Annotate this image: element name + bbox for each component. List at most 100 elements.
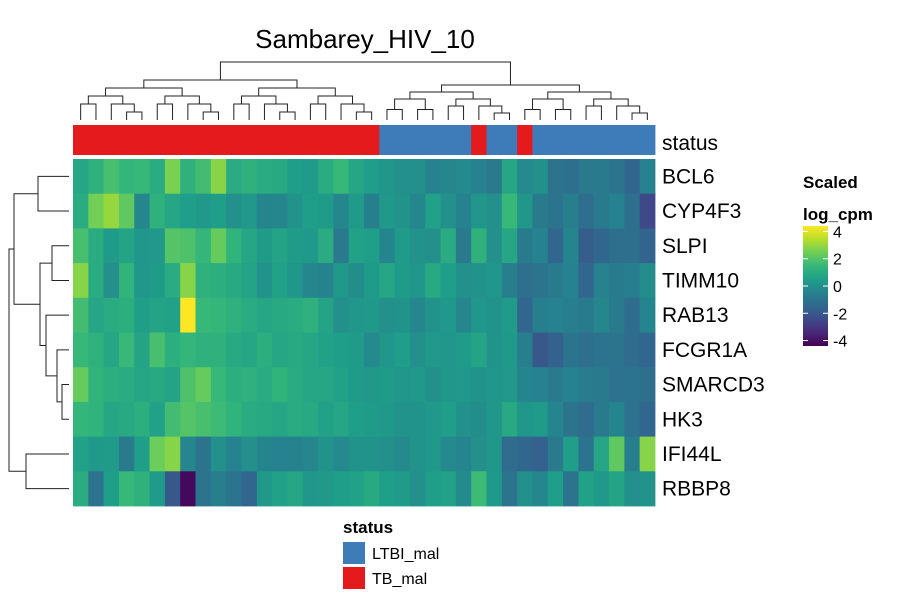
dendrogram-branch	[417, 109, 434, 120]
heatmap-cell	[440, 367, 457, 403]
heatmap-cell	[149, 332, 166, 368]
heatmap-cell	[517, 263, 533, 299]
heatmap-cell	[440, 193, 457, 229]
heatmap-cell	[302, 436, 319, 472]
heatmap-cell	[88, 263, 105, 299]
status-cell	[88, 125, 105, 155]
heatmap-cell	[256, 471, 273, 507]
heatmap-cell	[471, 367, 487, 403]
status-cell	[287, 125, 304, 155]
heatmap-cell	[318, 228, 334, 264]
heatmap-cell	[272, 228, 288, 264]
heatmap-cell	[302, 159, 319, 195]
status-cell	[241, 125, 258, 155]
heatmap-cell	[609, 159, 625, 195]
heatmap-cell	[409, 367, 426, 403]
heatmap-cell	[164, 228, 181, 264]
heatmap-cell	[88, 367, 105, 403]
status-cell	[364, 125, 380, 155]
heatmap-cell	[593, 297, 610, 333]
heatmap-cell	[501, 228, 518, 264]
heatmap-cell	[348, 436, 365, 472]
heatmap-cell	[609, 436, 625, 472]
heatmap-cell	[394, 436, 411, 472]
heatmap-cell	[195, 159, 212, 195]
heatmap-cell	[348, 297, 365, 333]
heatmap-cell	[195, 471, 212, 507]
heatmap-cell	[425, 263, 441, 299]
dendrogram-branch	[219, 61, 511, 85]
heatmap-cell	[379, 228, 396, 264]
dendrogram-branch	[61, 384, 69, 420]
heatmap-cell	[409, 471, 426, 507]
status-legend-label: TB_mal	[372, 571, 427, 588]
heatmap-cell	[440, 401, 457, 437]
heatmap-cell	[624, 159, 641, 195]
heatmap-cell	[471, 263, 487, 299]
heatmap-cell	[103, 401, 120, 437]
heatmap-cell	[318, 471, 334, 507]
status-cell	[593, 125, 610, 155]
heatmap-cell	[164, 471, 181, 507]
heatmap-cell	[547, 367, 564, 403]
status-cell	[134, 125, 150, 155]
status-cell	[210, 125, 227, 155]
heatmap-cell	[379, 297, 396, 333]
heatmap-cell	[593, 263, 610, 299]
heatmap-cell	[425, 401, 441, 437]
color-scale-legend: Scaled log_cpm 4 2 0 -2 -4	[803, 173, 873, 351]
heatmap-cell	[364, 159, 380, 195]
heatmap-cell	[210, 436, 227, 472]
heatmap-cell	[226, 228, 242, 264]
dendrogram-branch	[164, 95, 200, 104]
status-cell	[318, 125, 334, 155]
heatmap-cell	[578, 401, 595, 437]
heatmap-cell	[609, 297, 625, 333]
heatmap-cell	[287, 401, 304, 437]
heatmap-cell	[180, 159, 196, 195]
status-cell	[103, 125, 120, 155]
heatmap-cell	[440, 159, 457, 195]
dendrogram-branch	[37, 175, 69, 212]
heatmap-cell	[425, 228, 441, 264]
heatmap-cell	[532, 471, 549, 507]
heatmap-cell	[88, 436, 105, 472]
heatmap-cell	[226, 367, 242, 403]
heatmap-cell	[272, 401, 288, 437]
dendrogram-branch	[87, 95, 124, 104]
heatmap-cell	[624, 263, 641, 299]
status-cell	[302, 125, 319, 155]
heatmap-cell	[180, 263, 196, 299]
heatmap-cell	[73, 228, 89, 264]
heatmap-cell	[241, 193, 258, 229]
heatmap-cell	[348, 263, 365, 299]
heatmap-cell	[195, 436, 212, 472]
heatmap-cell	[578, 367, 595, 403]
heatmap-cell	[103, 228, 120, 264]
heatmap-cell	[88, 159, 105, 195]
heatmap-cell	[103, 367, 120, 403]
heatmap-cell	[287, 228, 304, 264]
chart-title: Sambarey_HIV_10	[255, 24, 475, 54]
status-legend: status LTBI_mal TB_mal	[343, 518, 439, 589]
dendrogram-branch	[156, 103, 174, 120]
heatmap-cell	[425, 193, 441, 229]
heatmap-cell	[134, 332, 150, 368]
status-cell	[486, 125, 503, 155]
heatmap-cell	[118, 367, 135, 403]
heatmap-cell	[532, 436, 549, 472]
heatmap-cell	[563, 159, 579, 195]
heatmap-cell	[501, 193, 518, 229]
heatmap-cell	[195, 332, 212, 368]
row-label: FCGR1A	[662, 339, 747, 362]
heatmap-cell	[226, 193, 242, 229]
heatmap-cell	[425, 471, 441, 507]
heatmap-cell	[302, 228, 319, 264]
heatmap-cell	[333, 401, 350, 437]
heatmap-cell	[394, 297, 411, 333]
heatmap-cell	[302, 332, 319, 368]
heatmap-cell	[455, 193, 472, 229]
dendrogram-branch	[105, 87, 183, 96]
heatmap-cell	[379, 159, 396, 195]
dendrogram-branch	[493, 112, 510, 120]
